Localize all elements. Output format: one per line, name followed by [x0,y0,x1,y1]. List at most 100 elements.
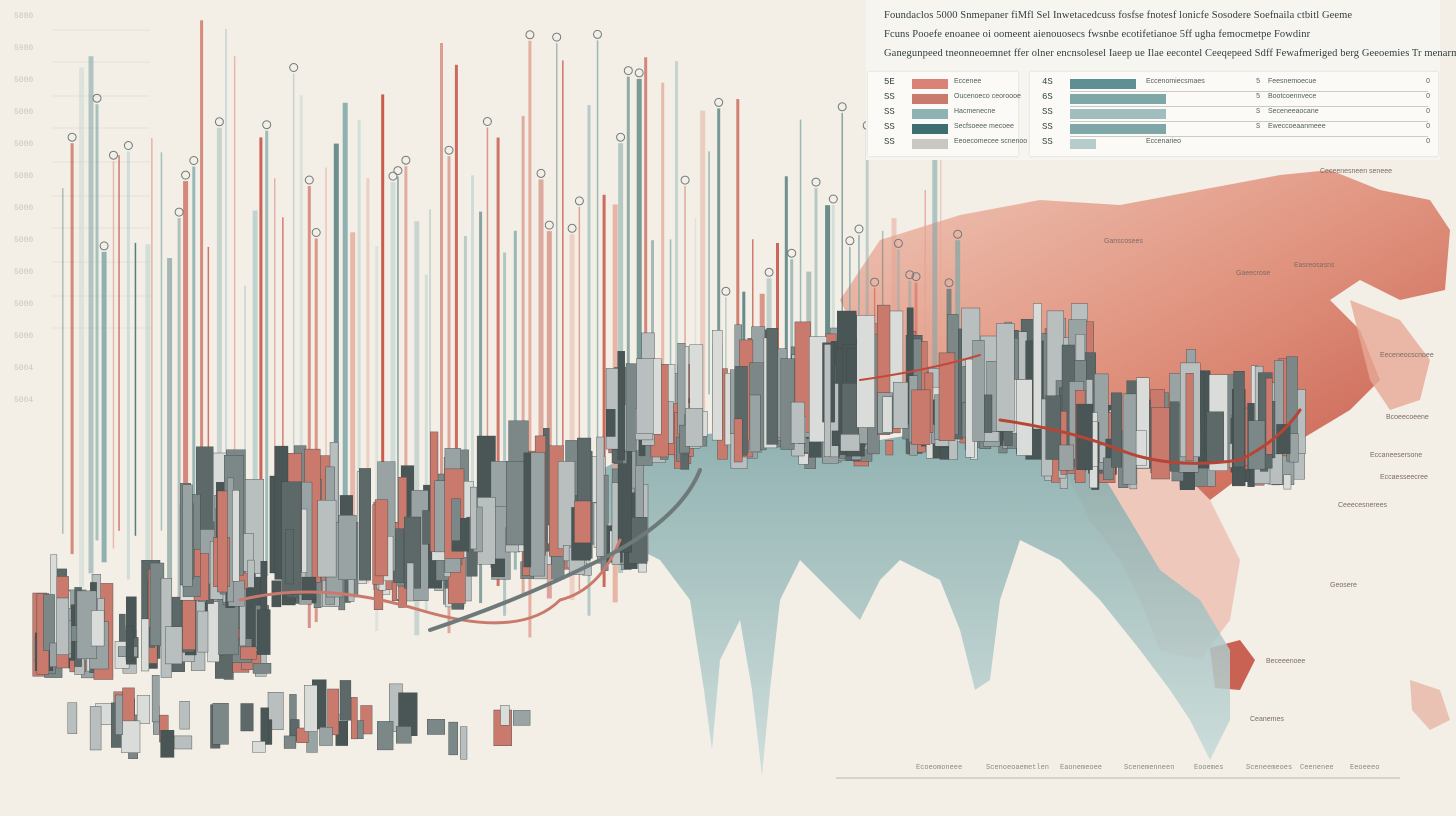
x-label: Scenemenneen [1124,764,1175,772]
building [212,703,229,745]
vertical-bar [333,143,339,531]
bar-marker [123,141,133,150]
map-label: Geosere [1330,582,1357,589]
building [513,710,531,726]
building [43,594,55,651]
vertical-bar [88,56,94,574]
vertical-bar [661,82,665,424]
building [317,500,337,578]
legend-rnum: 5 [1256,93,1261,101]
vertical-bar [259,137,263,611]
building [636,358,656,434]
building [1265,377,1273,455]
x-label: Ceenenee [1300,764,1334,772]
building [339,680,352,721]
map-label: Eccaneesersone [1370,452,1423,459]
vertical-bar [265,130,269,576]
vertical-bar [79,67,85,588]
building [1060,411,1068,475]
legend-row: SS S Eweccoeaanmeee 0 [1030,121,1438,137]
bar-marker [189,156,199,165]
x-label: Ecoeomoneee [916,764,963,772]
map-label: Ganscosees [1104,238,1143,245]
building [596,436,605,557]
building [606,409,616,437]
building [338,515,357,580]
building [160,730,175,758]
legend-row: SS Oucenoeco ceoroooe [868,91,1021,107]
map-label: Bcoeecoeene [1386,414,1429,421]
bar-marker [893,238,903,248]
vertical-bar [865,131,869,369]
bar-marker [616,132,626,142]
bar-marker [525,30,535,40]
building [319,727,333,746]
bar-marker [953,229,963,239]
bar-marker [837,102,847,112]
vertical-bar [160,152,163,531]
vertical-bar [669,239,672,418]
legend-rlabel: Eweccoeaanmeee [1268,123,1326,130]
building [996,323,1015,432]
roads [238,354,1302,632]
vertical-bar [831,205,835,415]
building [1058,444,1075,471]
bar-marker [544,220,554,230]
building [617,351,625,461]
building [605,368,619,450]
vertical-bar [521,115,525,596]
building [193,549,201,577]
building [301,576,317,600]
legend-rlabel: Bootcoennvece [1268,93,1317,100]
vertical-bar [167,258,173,628]
vertical-bar [429,209,431,565]
building [1248,420,1266,470]
vertical-bar [503,252,507,616]
header-line-2: Fcuns Pooefe enoanee oi oomeent aienouos… [884,29,1311,40]
vertical-bar [252,210,258,620]
x-label: Eaonemeoee [1060,764,1103,772]
legend-num: SS [1042,107,1053,117]
building [252,741,266,753]
bar-marker [714,97,724,107]
vertical-bar [752,239,754,368]
vertical-bar [717,108,721,370]
building [136,695,150,724]
building [247,559,255,588]
bar-marker [401,155,411,165]
vertical-bar [891,218,897,363]
vertical-bar [513,230,517,570]
legend-row: 6S 5 Bootcoennvece 0 [1030,91,1438,107]
y-label: 5080 [14,172,34,181]
building [217,490,228,593]
building [260,561,268,610]
building [240,703,254,732]
vertical-bar [496,137,500,586]
bar-marker [289,63,299,72]
vertical-bar [924,189,926,426]
building [1185,373,1194,462]
building [119,613,126,642]
building [733,418,743,463]
vertical-bar [299,95,303,569]
legend-num: SS [1042,122,1053,132]
vertical-bar [145,244,151,597]
vertical-bar [700,110,706,426]
vertical-bar [471,175,474,572]
building [1122,393,1137,485]
building [885,440,894,456]
building [1233,371,1245,468]
header-line-1: Foundaclos 5000 Snmepaner fiMfl Sel Inwe… [884,10,1353,21]
vertical-bar [244,285,246,570]
vertical-bar [528,40,532,638]
y-label: 5000 [14,300,34,309]
vertical-bar [546,231,552,599]
bar-marker [311,228,321,237]
building [360,705,373,735]
vertical-bar [651,240,654,403]
bar-marker [214,117,224,127]
building [427,719,445,735]
legend-rnum: 5 [1256,78,1261,86]
legend-num: SS [884,122,895,132]
